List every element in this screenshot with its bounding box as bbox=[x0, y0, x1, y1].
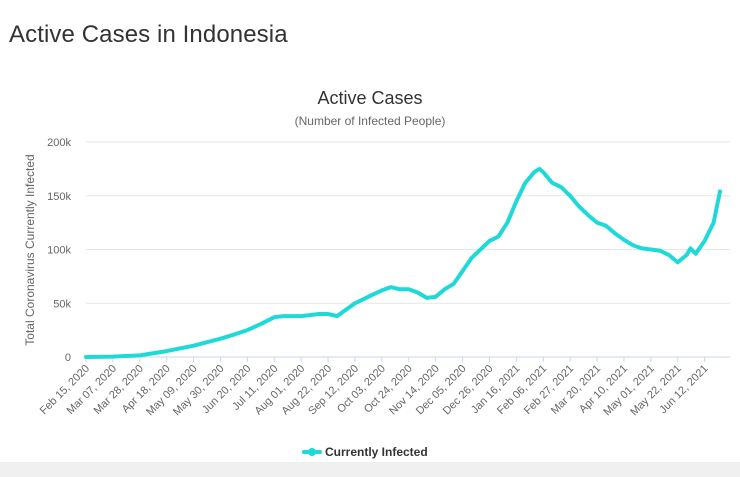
legend-marker[interactable] bbox=[308, 448, 316, 456]
series-line-currently-infected[interactable] bbox=[84, 166, 722, 359]
y-tick-label: 100k bbox=[47, 245, 71, 257]
page-heading: Active Cases in Indonesia bbox=[9, 21, 288, 48]
y-axis-title: Total Coronavirus Currently Infected bbox=[23, 154, 37, 345]
y-tick-label: 0 bbox=[65, 352, 71, 364]
y-tick-labels: 0 50k 100k 150k 200k bbox=[47, 137, 71, 364]
legend-item-label[interactable]: Currently Infected bbox=[325, 445, 428, 459]
y-tick-label: 200k bbox=[47, 137, 71, 149]
grid-lines bbox=[86, 141, 730, 358]
chart-subtitle: (Number of Infected People) bbox=[295, 114, 446, 128]
y-tick-label: 150k bbox=[47, 191, 71, 203]
series-layer bbox=[84, 166, 722, 359]
chart-title: Active Cases bbox=[317, 88, 422, 108]
y-tick-label: 50k bbox=[53, 298, 71, 310]
legend[interactable]: Currently Infected bbox=[302, 445, 428, 459]
footer-band bbox=[0, 462, 740, 477]
